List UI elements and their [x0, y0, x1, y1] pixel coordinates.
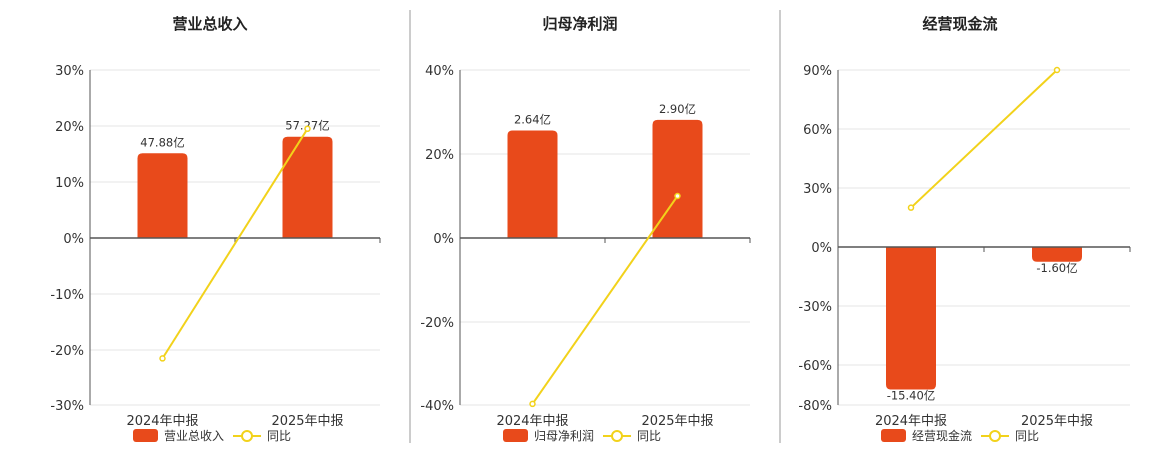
legend-bar-swatch [503, 429, 528, 442]
x-category-label: 2024年中报 [126, 414, 198, 429]
bar-data-label: 2.90亿 [659, 102, 696, 116]
bar-data-label: 47.88亿 [140, 135, 184, 149]
y-tick-label: 10% [55, 176, 84, 191]
bar-data-label: 2.64亿 [514, 113, 551, 127]
y-tick-label: 0% [63, 232, 84, 247]
y-tick-label: -60% [798, 359, 832, 374]
legend-bar-label: 归母净利润 [534, 429, 594, 443]
y-tick-label: -10% [50, 288, 84, 303]
yoy-point [159, 355, 166, 362]
legend-line-marker [241, 430, 253, 442]
y-tick-label: -30% [50, 399, 84, 414]
y-tick-label: 30% [803, 182, 832, 197]
x-category-label: 2025年中报 [271, 414, 343, 429]
y-tick-label: 30% [55, 64, 84, 79]
y-tick-label: -20% [50, 344, 84, 359]
y-tick-label: -40% [420, 399, 454, 414]
yoy-point [529, 400, 536, 408]
y-tick-label: 90% [803, 64, 832, 79]
bar-data-label: -15.40亿 [887, 388, 936, 402]
y-tick-label: 0% [811, 241, 832, 256]
bar-data-label: -1.60亿 [1036, 261, 1077, 275]
yoy-point [907, 204, 915, 211]
y-tick-label: 20% [55, 120, 84, 135]
yoy-line [531, 195, 679, 405]
legend-bar-swatch [881, 429, 906, 442]
yoy-line [161, 128, 309, 359]
bar [886, 247, 936, 390]
chart-title: 经营现金流 [922, 15, 997, 33]
y-tick-label: -20% [420, 316, 454, 331]
yoy-point [304, 125, 311, 133]
yoy-line [910, 69, 1058, 209]
x-category-label: 2025年中报 [641, 414, 713, 429]
bar [1032, 247, 1082, 262]
legend-line-label: 同比 [1015, 429, 1039, 443]
y-tick-label: -80% [798, 399, 832, 414]
x-category-label: 2024年中报 [496, 414, 568, 429]
yoy-point [674, 192, 681, 200]
legend-bar-swatch [133, 429, 158, 442]
x-category-label: 2025年中报 [1021, 414, 1093, 429]
legend-line-marker [611, 430, 623, 442]
legend-bar-label: 经营现金流 [912, 428, 972, 443]
bar [137, 153, 188, 238]
y-tick-label: 60% [803, 123, 832, 138]
y-tick-label: -30% [798, 300, 832, 315]
legend-line-label: 同比 [267, 429, 291, 443]
chart-title: 归母净利润 [542, 15, 617, 33]
x-category-label: 2024年中报 [875, 414, 947, 429]
y-tick-label: 0% [433, 232, 454, 247]
yoy-point [1053, 66, 1061, 74]
bar [652, 119, 703, 238]
legend-line-marker [989, 430, 1001, 442]
bar [282, 136, 333, 238]
y-tick-label: 40% [425, 64, 454, 79]
chart-title: 营业总收入 [172, 15, 247, 33]
legend-bar-label: 营业总收入 [164, 429, 224, 443]
legend-line-label: 同比 [637, 429, 661, 443]
y-tick-label: 20% [425, 148, 454, 163]
bar [507, 130, 558, 238]
